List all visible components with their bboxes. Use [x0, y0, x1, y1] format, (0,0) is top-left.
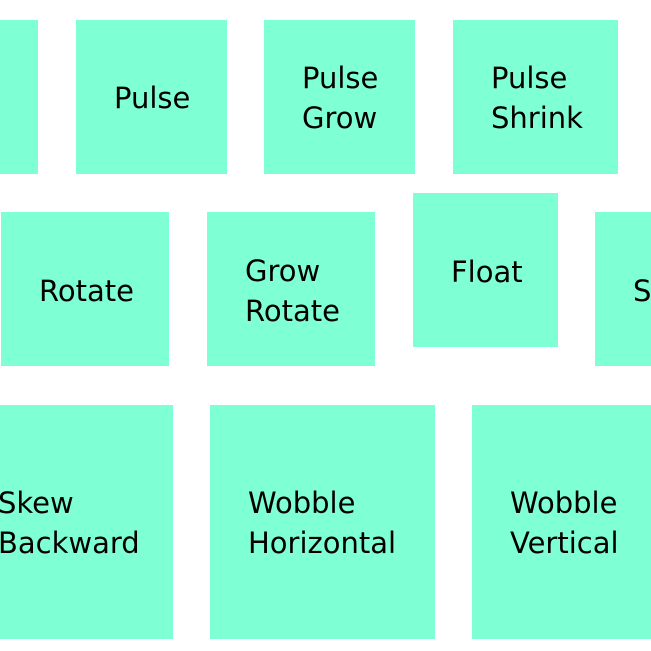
effect-tile-float[interactable]: Float: [413, 193, 558, 347]
tile-label-line: Grow: [245, 254, 321, 288]
effect-tile-pulse-grow[interactable]: Pulse Grow: [264, 20, 415, 174]
tile-label-line: Vertical: [510, 526, 619, 560]
tile-label-line: Rotate: [39, 274, 134, 308]
tile-label-line: Horizontal: [248, 526, 397, 560]
effect-tile-partial-left[interactable]: [0, 20, 38, 174]
tile-label-line: Rotate: [245, 294, 340, 328]
effect-tile-wobble-horizontal[interactable]: Wobble Horizontal: [210, 405, 435, 639]
effect-tile-wobble-vertical[interactable]: Wobble Vertical: [472, 405, 651, 639]
effect-tile-pulse-shrink[interactable]: Pulse Shrink: [453, 20, 618, 174]
effect-tile-skew-backward[interactable]: Skew Backward: [0, 405, 173, 639]
effect-tile-rotate[interactable]: Rotate: [1, 212, 169, 366]
tile-label-line: Grow: [302, 101, 378, 135]
tile-label-line: Skew: [0, 486, 74, 520]
effect-tile-partial-right[interactable]: S: [595, 212, 651, 366]
tile-label-line: Wobble: [510, 486, 618, 520]
tile-label-line: Shrink: [491, 101, 583, 135]
tile-label-line: Wobble: [248, 486, 356, 520]
tile-label-line: Backward: [0, 526, 140, 560]
effect-tile-grow-rotate[interactable]: Grow Rotate: [207, 212, 375, 366]
tile-label-line: S: [633, 274, 651, 308]
tile-label-line: Pulse: [491, 61, 568, 95]
tile-label-line: Pulse: [302, 61, 379, 95]
tile-label-line: Pulse: [114, 81, 191, 115]
tile-label-line: Float: [451, 255, 523, 289]
effect-tile-pulse[interactable]: Pulse: [76, 20, 227, 174]
